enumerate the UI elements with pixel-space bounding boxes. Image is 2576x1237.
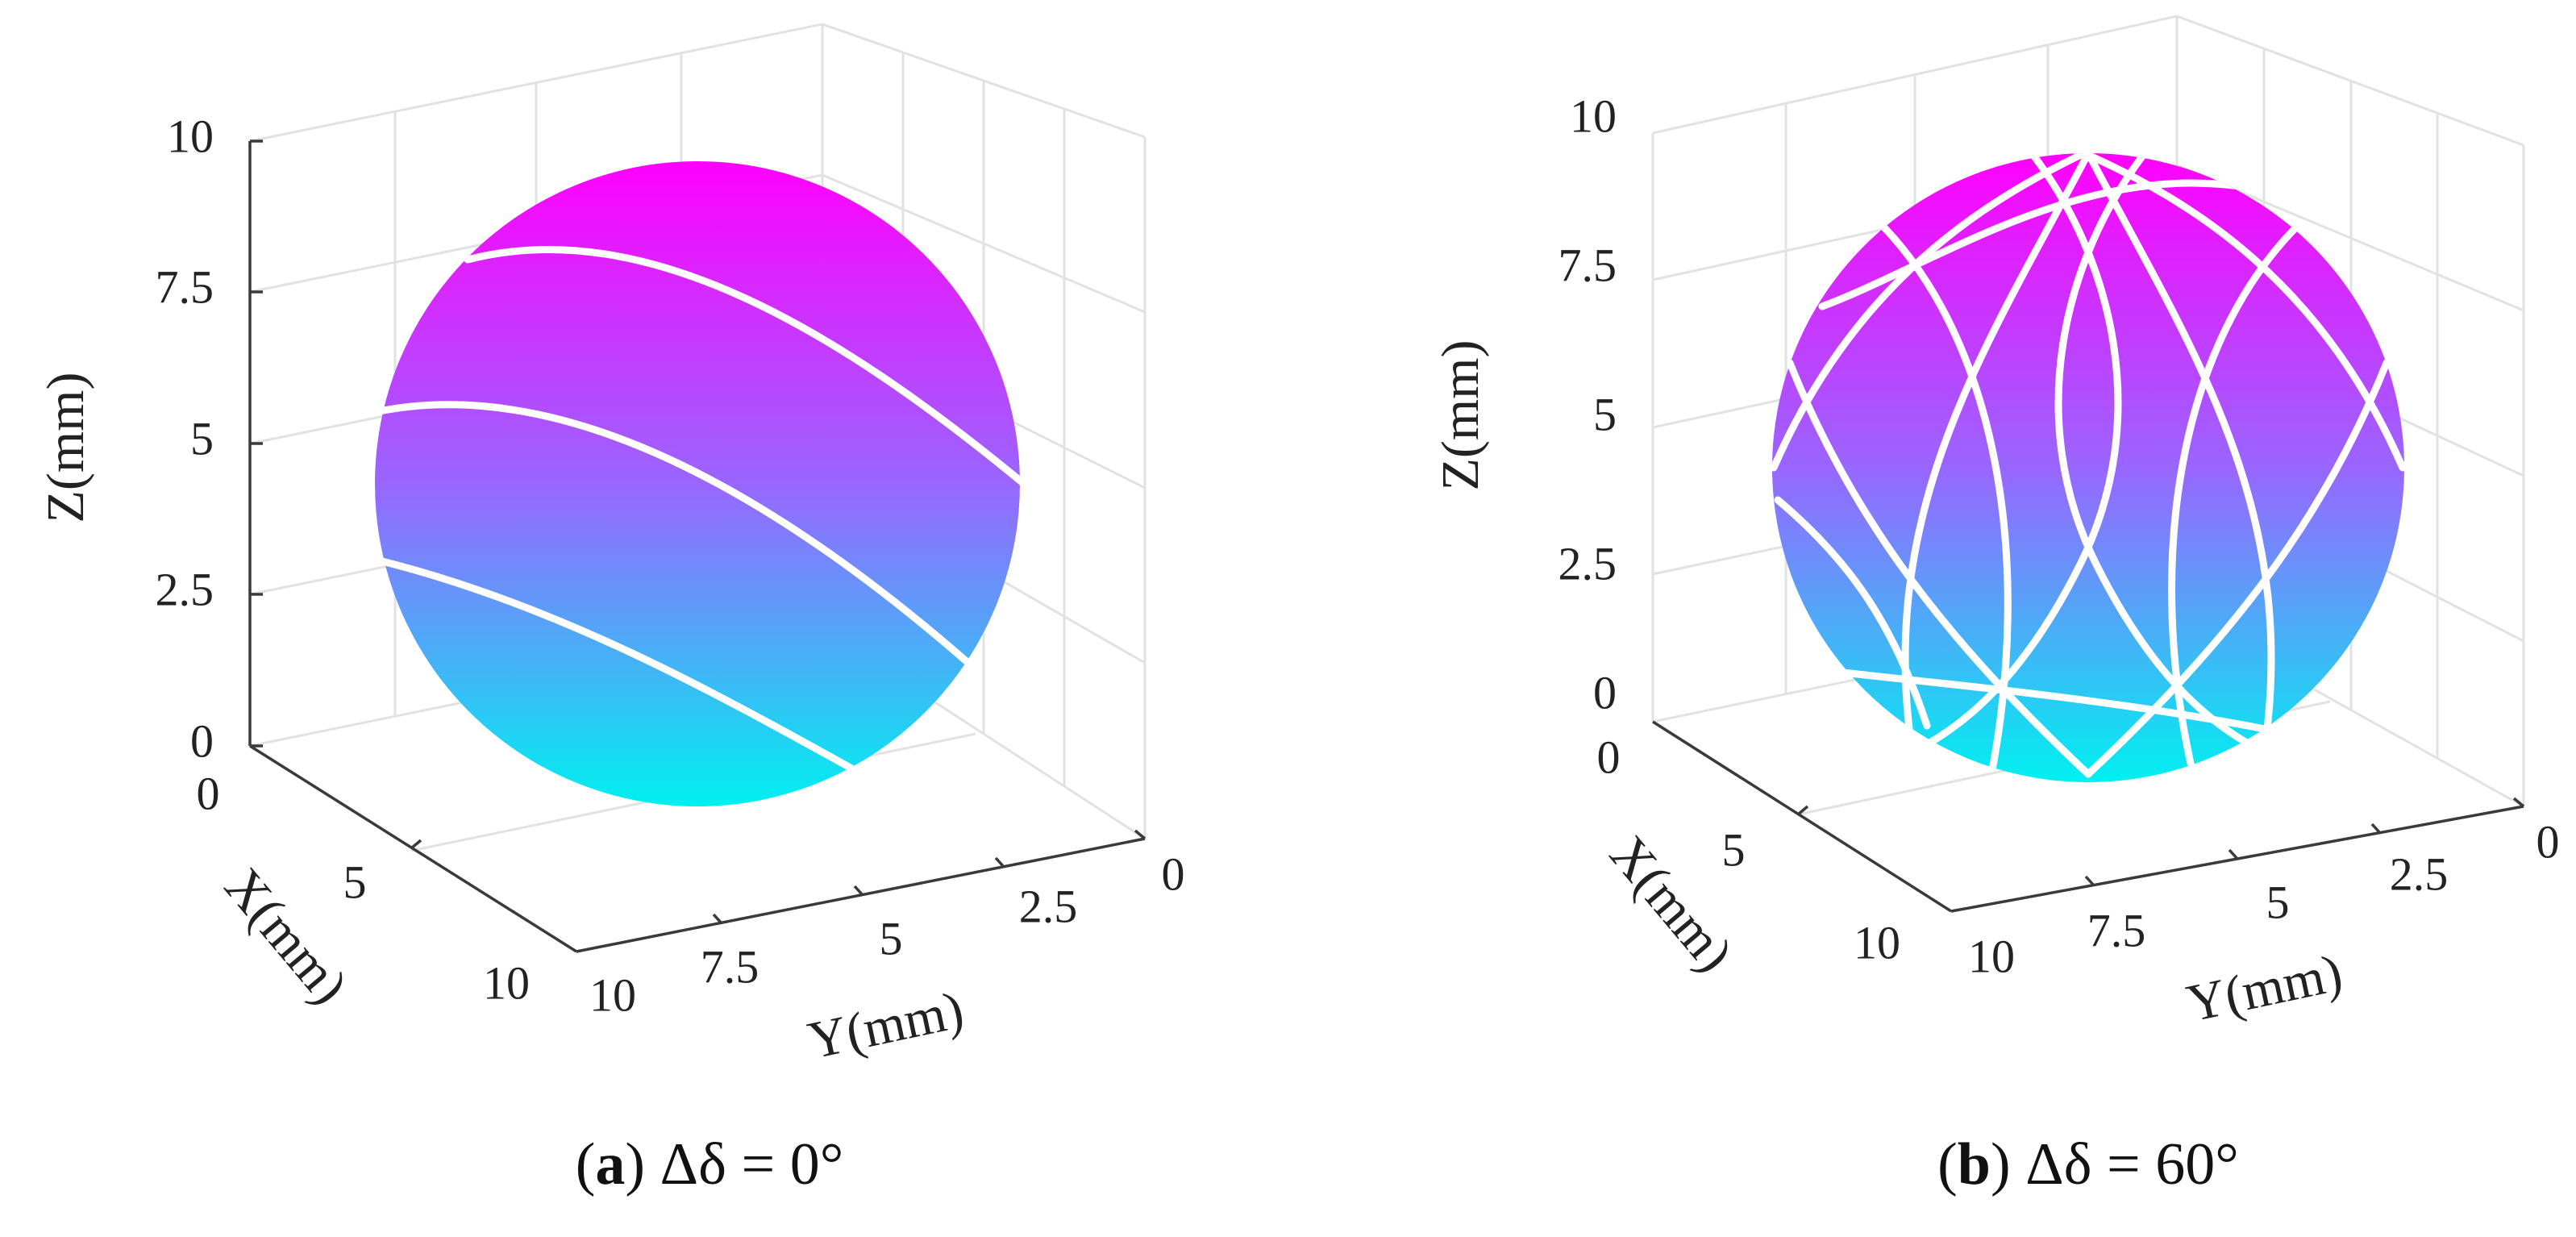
panel-a-caption-text: Δδ = 0° (660, 1131, 844, 1197)
panel-a-y-tick: 2.5 (1019, 880, 1078, 932)
panel-b-y-tick: 7.5 (2087, 904, 2146, 956)
panel-a-z-tick: 5 (190, 412, 214, 464)
panel-a-z-tick: 7.5 (156, 260, 214, 313)
panel-a-x-axis-label: X(mm) (213, 857, 359, 1015)
panel-b-x-tick: 0 (1597, 731, 1621, 783)
panel-a-trajectory (464, 246, 1020, 488)
panel-b-x-tick: 10 (1854, 916, 1900, 968)
panel-a-x-tick: 10 (483, 956, 530, 1009)
panel-b-z-tick: 2.5 (1559, 537, 1617, 589)
panel-a-trajectory (375, 401, 980, 673)
panel-b-axes (1652, 720, 2525, 913)
panel-b-caption: (b) Δδ = 60° (1937, 1131, 2239, 1197)
panel-b-trajectory (1818, 179, 2310, 310)
panel-a-axes (248, 140, 1147, 953)
panel-b-y-tick: 2.5 (2390, 848, 2449, 900)
panel-b-y-tick: 10 (1968, 930, 2015, 982)
panel-a-y-tick: 0 (1162, 848, 1185, 900)
panel-b-z-tick: 10 (1570, 90, 1617, 142)
panel-a: 0 2.5 5 7.5 10 0 5 10 0 2.5 5 7.5 10 Z(m… (36, 23, 1185, 1197)
panel-a-caption-label: a (595, 1131, 625, 1197)
panel-b-trajectory (2054, 153, 2326, 778)
panel-b-trajectory (1772, 153, 2404, 472)
panel-a-y-tick: 10 (589, 968, 636, 1021)
panel-b-trajectory (2084, 359, 2391, 778)
panel-b-y-tick: 0 (2536, 815, 2560, 868)
panel-a-z-tick: 2.5 (156, 563, 214, 615)
panel-a-x-tick: 5 (343, 856, 367, 908)
panel-b-sphere (1772, 153, 2404, 782)
panel-b-trajectory (1774, 496, 1931, 730)
panel-a-z-tick: 0 (190, 714, 214, 767)
panel-b-trajectory (1901, 153, 2092, 746)
panel-a-sphere (375, 161, 1020, 806)
panel-b-z-tick: 0 (1593, 666, 1617, 718)
panel-a-z-axis-label: Z(mm) (36, 373, 95, 523)
panel-b-trajectory (2084, 153, 2275, 746)
panel-b-caption-text: Δδ = 60° (2025, 1131, 2239, 1197)
panel-b: 0 2.5 5 7.5 10 0 5 10 0 2.5 5 7.5 10 Z(m… (1431, 15, 2560, 1197)
panel-a-trajectories (375, 246, 1020, 774)
panel-b-y-axis-label: Y(mm) (2182, 943, 2347, 1034)
panel-b-z-axis-label: Z(mm) (1431, 340, 1490, 491)
panel-a-tick-labels: 0 2.5 5 7.5 10 0 5 10 0 2.5 5 7.5 10 (156, 110, 1185, 1021)
panel-a-z-tick: 10 (167, 110, 214, 162)
panel-b-tick-labels: 0 2.5 5 7.5 10 0 5 10 0 2.5 5 7.5 10 (1559, 90, 2560, 982)
panel-b-caption-label: b (1958, 1131, 1991, 1197)
panel-b-trajectory (1850, 153, 2122, 778)
panel-a-y-axis-label: Y(mm) (803, 981, 968, 1071)
panel-b-trajectory (1786, 359, 2092, 778)
panel-a-y-tick: 7.5 (701, 940, 759, 993)
panel-b-y-tick: 5 (2266, 876, 2290, 928)
panel-b-x-tick: 5 (1722, 823, 1746, 876)
panel-a-trajectory (375, 556, 859, 774)
panel-b-z-tick: 5 (1593, 388, 1617, 440)
panel-a-caption: (a) Δδ = 0° (576, 1131, 844, 1197)
panel-b-z-tick: 7.5 (1559, 239, 1617, 291)
panel-a-y-tick: 5 (880, 912, 903, 964)
panel-a-x-tick: 0 (197, 767, 220, 819)
